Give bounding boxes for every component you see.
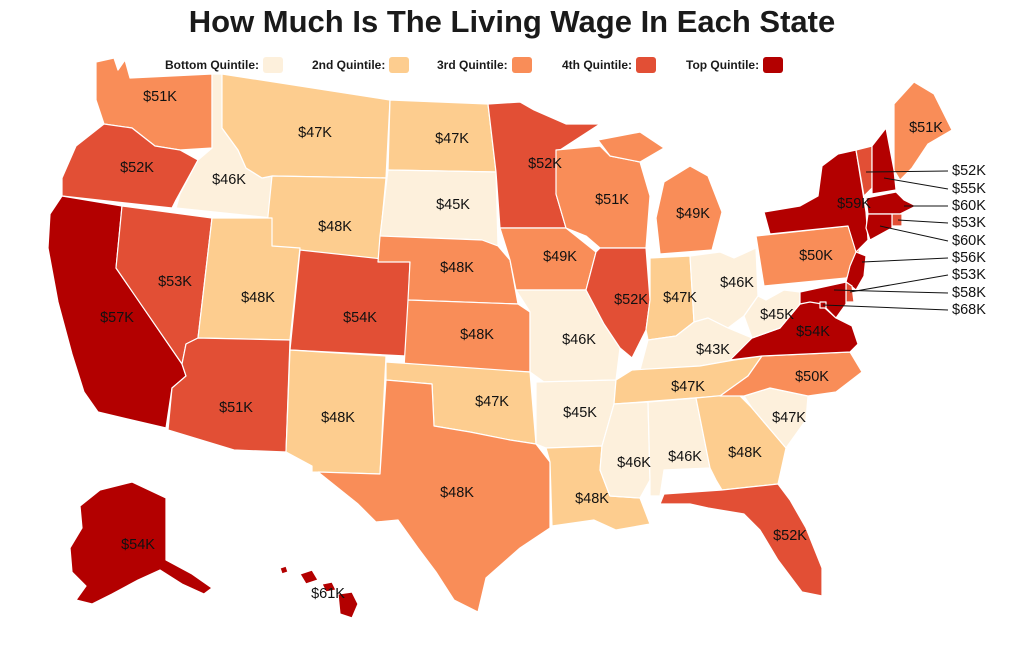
map-title: How Much Is The Living Wage In Each Stat… — [188, 4, 836, 39]
state-value-in: $47K — [663, 290, 697, 306]
legend-item-top-quintile: Top Quintile: — [686, 55, 784, 75]
state-value-pa: $50K — [799, 248, 833, 264]
state-value-mo: $46K — [562, 332, 596, 348]
state-value-or: $52K — [120, 160, 154, 176]
state-value-ga: $48K — [728, 445, 762, 461]
legend-item-2nd-quintile: 2nd Quintile: — [312, 55, 410, 75]
leader-line-ct — [879, 225, 949, 242]
state-value-ky: $43K — [696, 342, 730, 358]
state-value-ok: $47K — [475, 394, 509, 410]
state-md[interactable] — [799, 281, 847, 319]
legend: Bottom Quintile: 2nd Quintile: 3rd Quint… — [0, 55, 1024, 75]
state-value-la: $48K — [575, 491, 609, 507]
legend-item-bottom-quintile: Bottom Quintile: — [165, 55, 283, 75]
state-value-tx: $48K — [440, 485, 474, 501]
state-value-nm: $48K — [321, 410, 355, 426]
state-value-wv: $45K — [760, 307, 794, 323]
state-nh[interactable] — [871, 127, 897, 195]
state-value-mi: $49K — [676, 206, 710, 222]
state-value-ca: $57K — [100, 310, 134, 326]
northeast-callouts: $52K$55K$60K$53K$60K$56K$53K$58K$68K — [822, 163, 986, 318]
state-value-ri: $53K — [952, 215, 986, 231]
state-value-mt: $47K — [298, 125, 332, 141]
state-value-wy: $48K — [318, 219, 352, 235]
state-value-ne: $48K — [440, 260, 474, 276]
state-value-oh: $46K — [720, 275, 754, 291]
state-il[interactable] — [585, 247, 651, 359]
state-nc[interactable] — [719, 351, 863, 397]
leader-line-vt — [865, 170, 949, 173]
state-value-nc: $50K — [795, 369, 829, 385]
state-value-nd: $47K — [435, 131, 469, 147]
state-ak[interactable] — [69, 481, 213, 605]
state-value-ia: $49K — [543, 249, 577, 265]
state-value-wa: $51K — [143, 89, 177, 105]
state-mi[interactable] — [597, 131, 723, 255]
state-value-ar: $45K — [563, 405, 597, 421]
state-value-mn: $52K — [528, 156, 562, 172]
state-value-nh: $55K — [952, 181, 986, 197]
state-value-ak: $54K — [121, 537, 155, 553]
state-value-ks: $48K — [460, 327, 494, 343]
legend-swatch — [389, 57, 410, 73]
state-value-sd: $45K — [436, 197, 470, 213]
leader-line-de — [849, 274, 949, 293]
legend-item-4th-quintile: 4th Quintile: — [562, 55, 656, 75]
leader-line-ri — [897, 219, 949, 224]
state-value-md: $58K — [952, 285, 986, 301]
state-value-al: $46K — [668, 449, 702, 465]
legend-item-3rd-quintile: 3rd Quintile: — [437, 55, 532, 75]
state-value-ma: $60K — [952, 198, 986, 214]
state-value-dc: $68K — [952, 302, 986, 318]
state-value-sc: $47K — [772, 410, 806, 426]
state-me[interactable] — [893, 81, 953, 181]
legend-swatch — [763, 57, 784, 73]
leader-line-nj — [861, 257, 949, 263]
state-az[interactable] — [167, 337, 291, 453]
legend-swatch — [636, 57, 656, 73]
state-value-nv: $53K — [158, 274, 192, 290]
state-fl[interactable] — [659, 483, 823, 597]
legend-swatch — [262, 57, 283, 73]
state-value-fl: $52K — [773, 528, 807, 544]
state-value-vt: $52K — [952, 163, 986, 179]
state-value-az: $51K — [219, 400, 253, 416]
leader-line-nh — [883, 177, 949, 190]
state-value-nj: $56K — [952, 250, 986, 266]
state-value-ms: $46K — [617, 455, 651, 471]
legend-label: 3rd Quintile: — [437, 58, 508, 72]
state-value-id: $46K — [212, 172, 246, 188]
legend-label: 2nd Quintile: — [312, 58, 386, 72]
state-value-ny: $59K — [837, 196, 871, 212]
state-value-tn: $47K — [671, 379, 705, 395]
state-ct[interactable] — [865, 213, 893, 241]
leader-line-dc — [822, 304, 949, 311]
state-tx[interactable] — [317, 379, 551, 613]
state-nj[interactable] — [845, 251, 867, 291]
state-or[interactable] — [61, 123, 199, 209]
state-ma[interactable] — [865, 191, 917, 215]
state-nm[interactable] — [285, 349, 387, 475]
legend-label: 4th Quintile: — [562, 58, 632, 72]
state-value-labels: $51K $52K $57K $46K $53K $47K $48K $48K $51K $54K… — [100, 89, 943, 602]
legend-label: Top Quintile: — [686, 58, 760, 72]
leader-line-md — [833, 289, 949, 294]
state-co[interactable] — [289, 249, 411, 357]
state-value-co: $54K — [343, 310, 377, 326]
state-shapes — [47, 57, 953, 619]
state-value-ut: $48K — [241, 290, 275, 306]
state-value-ct: $60K — [952, 233, 986, 249]
state-value-hi: $61K — [311, 586, 345, 602]
state-value-va: $54K — [796, 324, 830, 340]
state-hi[interactable] — [279, 565, 359, 619]
legend-swatch — [511, 57, 532, 73]
state-value-il: $52K — [614, 292, 648, 308]
legend-label: Bottom Quintile: — [165, 58, 259, 72]
state-value-me: $51K — [909, 120, 943, 136]
state-value-wi: $51K — [595, 192, 629, 208]
state-value-de: $53K — [952, 267, 986, 283]
